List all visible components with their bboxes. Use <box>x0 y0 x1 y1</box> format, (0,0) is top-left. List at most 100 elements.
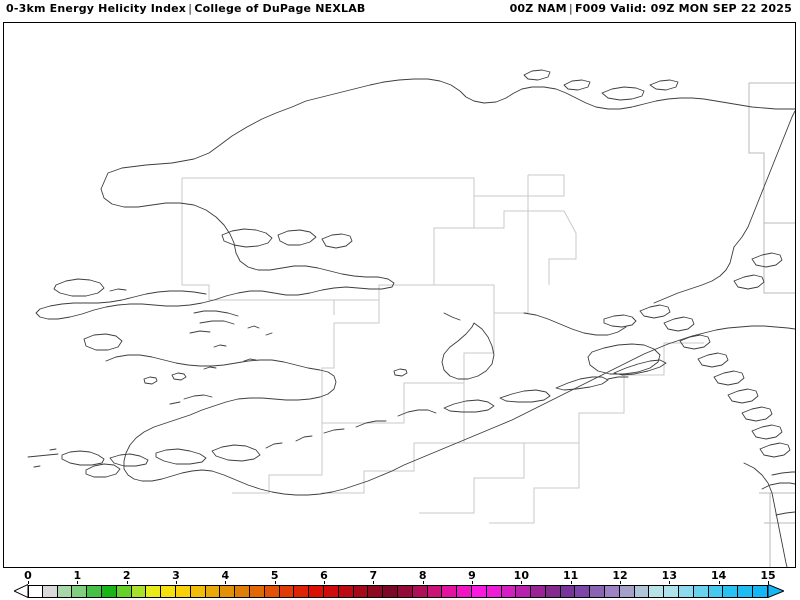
colorbar: 0 1 2 3 4 5 6 7 8 9 10 11 12 13 14 15 <box>0 568 800 600</box>
colorbar-cell <box>664 586 680 597</box>
colorbar-tick-label: 8 <box>418 569 427 582</box>
colorbar-cell <box>397 586 413 597</box>
colorbar-cell <box>235 586 250 597</box>
colorbar-tick-mark <box>768 581 769 584</box>
colorbar-tick-label: 15 <box>760 569 776 582</box>
colorbar-tick-label: 6 <box>320 569 328 582</box>
colorbar-cell <box>383 586 398 597</box>
colorbar-cell <box>146 586 162 597</box>
colorbar-tick-mark <box>274 581 276 584</box>
header-right-group: 00Z NAM | F009 Valid: 09Z MON SEP 22 2025 <box>510 2 792 15</box>
colorbar-cell <box>471 586 487 597</box>
colorbar-tick-label: 10 <box>513 569 529 582</box>
colorbar-tick-label: 11 <box>563 569 579 582</box>
colorbar-cell <box>649 586 665 597</box>
colorbar-cell <box>634 586 650 597</box>
colorbar-cell <box>605 586 620 597</box>
colorbar-right-arrow-icon <box>768 584 784 598</box>
colorbar-cell <box>693 586 709 597</box>
colorbar-color-cells <box>28 585 768 598</box>
colorbar-tick-mark <box>570 581 572 584</box>
colorbar-cell <box>279 586 295 597</box>
header-left-group: 0-3km Energy Helicity Index | College of D… <box>6 2 366 15</box>
colorbar-tick-label: 13 <box>661 569 677 582</box>
colorbar-tick-mark <box>324 581 325 584</box>
colorbar-tick-label: 5 <box>270 569 279 582</box>
colorbar-tick-label: 2 <box>122 569 131 582</box>
map-background <box>4 23 795 567</box>
colorbar-cell <box>427 586 443 597</box>
colorbar-cell <box>368 586 384 597</box>
colorbar-tick-mark <box>669 581 671 584</box>
colorbar-tick-mark <box>126 581 128 584</box>
colorbar-cell <box>323 586 339 597</box>
colorbar-tick-mark <box>176 581 177 584</box>
colorbar-cell <box>101 586 117 597</box>
header-separator-1: | <box>188 2 193 15</box>
coastline-layer <box>27 69 795 567</box>
model-run-label: 00Z NAM <box>509 2 567 15</box>
colorbar-cell <box>575 586 591 597</box>
colorbar-cell <box>516 586 532 597</box>
header-separator-2: | <box>568 2 573 15</box>
colorbar-cell <box>457 586 472 597</box>
colorbar-cell <box>708 586 724 597</box>
colorbar-cell <box>87 586 102 597</box>
source-label: College of DuPage NEXLAB <box>194 2 366 15</box>
colorbar-cell <box>131 586 147 597</box>
colorbar-cell <box>116 586 132 597</box>
colorbar-tick-label: 12 <box>612 569 628 582</box>
colorbar-cell <box>412 586 428 597</box>
colorbar-tick-label: 14 <box>711 569 727 582</box>
colorbar-tick-mark <box>225 581 227 584</box>
colorbar-cell <box>531 586 546 597</box>
canada-borders-layer <box>748 82 795 567</box>
colorbar-cell <box>590 586 606 597</box>
colorbar-tick-label: 9 <box>468 569 476 582</box>
colorbar-cell <box>220 586 236 597</box>
colorbar-cell <box>249 586 265 597</box>
colorbar-tick-label: 3 <box>172 569 180 582</box>
colorbar-cell <box>309 586 324 597</box>
colorbar-cell <box>486 586 502 597</box>
colorbar-cell <box>264 586 280 597</box>
colorbar-left-arrow-icon <box>14 584 28 598</box>
colorbar-cell <box>161 586 176 597</box>
colorbar-cell <box>501 586 517 597</box>
colorbar-tick-label: 7 <box>369 569 378 582</box>
product-title: 0-3km Energy Helicity Index <box>6 2 187 15</box>
header-bar: 0-3km Energy Helicity Index | College of D… <box>0 0 800 20</box>
colorbar-cell <box>205 586 221 597</box>
colorbar-cell <box>57 586 73 597</box>
map-frame[interactable] <box>3 22 796 568</box>
colorbar-tick-mark <box>472 581 473 584</box>
colorbar-tick-mark <box>28 581 29 584</box>
colorbar-tick-mark <box>373 581 375 584</box>
colorbar-tick-mark <box>77 581 79 584</box>
colorbar-tick-mark <box>521 581 523 584</box>
colorbar-cell <box>338 586 354 597</box>
colorbar-cell <box>72 586 88 597</box>
colorbar-tick-mark <box>620 581 621 584</box>
map-canvas[interactable] <box>4 23 795 567</box>
colorbar-tick-label: 4 <box>221 569 230 582</box>
colorbar-cell <box>190 586 206 597</box>
colorbar-cell <box>679 586 694 597</box>
colorbar-cell <box>723 586 739 597</box>
colorbar-cell <box>619 586 635 597</box>
colorbar-cell <box>560 586 576 597</box>
colorbar-bar <box>0 584 800 598</box>
colorbar-cell <box>28 586 43 597</box>
colorbar-tick-mark <box>718 581 720 584</box>
colorbar-cell <box>753 586 768 597</box>
valid-time-label: Valid: 09Z MON SEP 22 2025 <box>610 2 792 15</box>
colorbar-tick-mark <box>422 581 424 584</box>
colorbar-tick-labels: 0 1 2 3 4 5 6 7 8 9 10 11 12 13 14 15 <box>0 568 800 584</box>
colorbar-cell <box>294 586 310 597</box>
colorbar-cell <box>175 586 191 597</box>
forecast-hour-label: F009 <box>574 2 607 15</box>
colorbar-cell <box>353 586 369 597</box>
colorbar-tick-label: 0 <box>24 569 32 582</box>
colorbar-cell <box>545 586 561 597</box>
